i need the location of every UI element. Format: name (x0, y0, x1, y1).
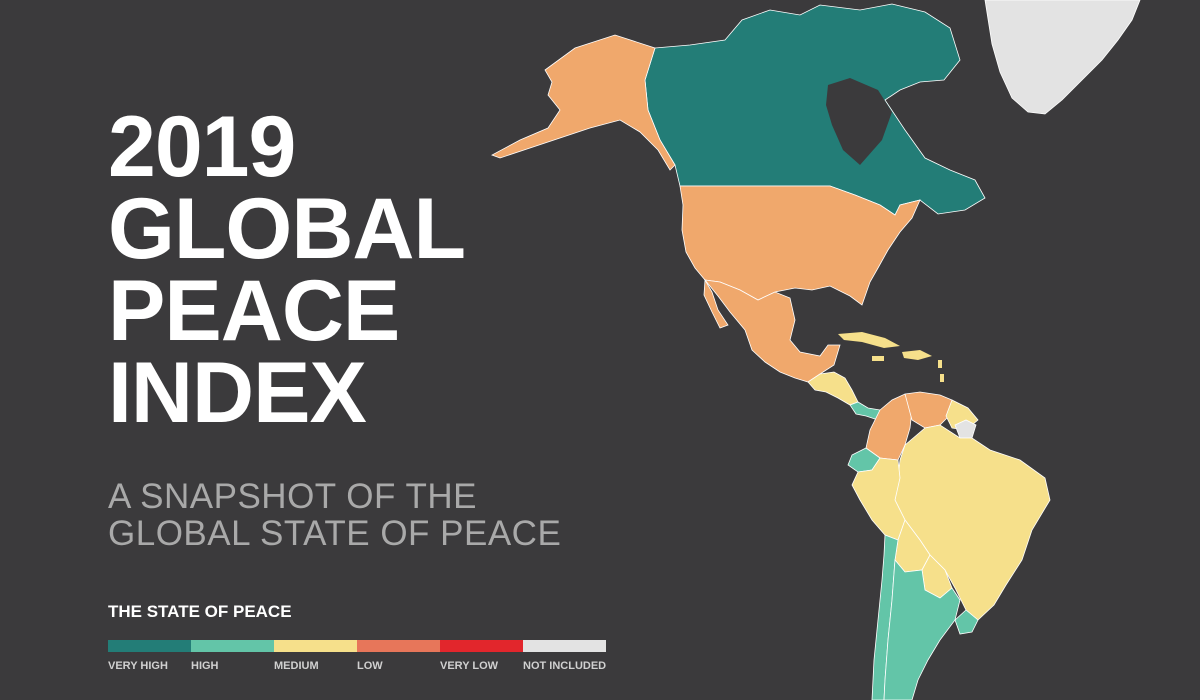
subtitle: A SNAPSHOT OF THE GLOBAL STATE OF PEACE (108, 478, 561, 552)
region-greenland (984, 0, 1141, 115)
region-hispaniola (902, 350, 932, 360)
region-french-guiana (954, 419, 977, 439)
legend-label-very-low: VERY LOW (440, 660, 499, 672)
legend-swatch-very-high (108, 640, 191, 652)
legend-swatch-high (191, 640, 274, 652)
legend-swatch-low (357, 640, 440, 652)
region-jamaica (872, 356, 884, 361)
legend-label-high: HIGH (191, 660, 219, 672)
legend-label-very-high: VERY HIGH (108, 660, 168, 672)
region-canada (644, 3, 986, 216)
legend-labels: VERY HIGH HIGH MEDIUM LOW VERY LOW NOT INCLUD… (108, 660, 648, 676)
legend-swatch-very-low (440, 640, 523, 652)
title-peace: PEACE (108, 263, 400, 359)
legend-label-low: LOW (357, 660, 383, 672)
legend-title: THE STATE OF PEACE (108, 602, 292, 621)
region-united-states (679, 185, 921, 306)
title-year: 2019 (108, 99, 296, 195)
subtitle-line-2: GLOBAL STATE OF PEACE (108, 514, 562, 553)
legend-color-bar (108, 640, 606, 652)
subtitle-line-1: A SNAPSHOT OF THE (108, 477, 477, 516)
region-argentina (883, 558, 961, 700)
region-baja (703, 278, 729, 329)
region-alaska (491, 34, 676, 171)
region-mexico (704, 279, 841, 383)
region-central-america (807, 371, 859, 406)
region-uruguay (954, 609, 979, 635)
legend-swatch-not-included (523, 640, 606, 652)
region-lesser-antilles (938, 360, 944, 382)
title-global: GLOBAL (108, 181, 466, 277)
title: 2019 GLOBAL PEACE INDEX (108, 99, 466, 441)
region-venezuela (904, 391, 953, 429)
legend-label-not-included: NOT INCLUDED (523, 660, 607, 672)
legend-label-medium: MEDIUM (274, 660, 319, 672)
region-cuba (838, 332, 900, 348)
legend-swatch-medium (274, 640, 357, 652)
title-index: INDEX (108, 345, 367, 441)
hudson-bay (826, 78, 892, 165)
